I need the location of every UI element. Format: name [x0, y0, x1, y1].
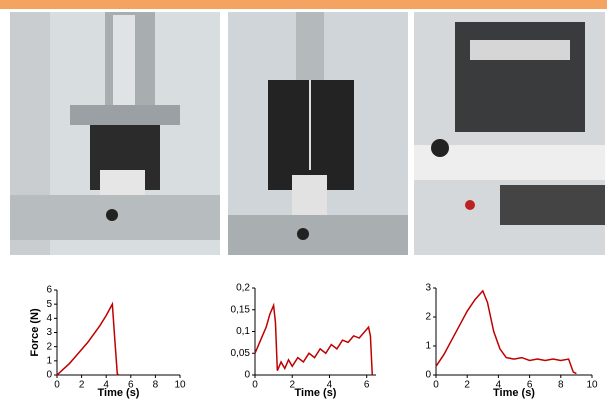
photo-left: [10, 12, 220, 255]
y-tick-label: 0: [46, 370, 52, 381]
x-axis-label: Time (s): [295, 387, 337, 399]
x-tick-label: 10: [586, 380, 598, 391]
y-tick-label: 3: [46, 327, 52, 338]
y-tick-label: 5: [46, 299, 52, 310]
photo-right: [414, 12, 605, 255]
x-tick-label: 6: [364, 380, 370, 391]
y-tick-label: 0,2: [236, 283, 250, 294]
photo-middle: [228, 12, 408, 255]
y-tick-label: 2: [425, 312, 431, 323]
x-tick-label: 8: [558, 380, 564, 391]
data-line: [255, 305, 372, 375]
y-tick-label: 1: [425, 341, 431, 352]
x-tick-label: 2: [79, 380, 85, 391]
y-tick-label: 0: [425, 370, 431, 381]
x-tick-label: 8: [153, 380, 159, 391]
y-tick-label: 6: [46, 285, 52, 296]
y-tick-label: 0,1: [236, 326, 250, 337]
data-line: [57, 304, 119, 375]
y-tick-label: 2: [46, 341, 52, 352]
figure: 01234560246810Time (s)Force (N)00,050,10…: [0, 0, 607, 401]
x-axis-label: Time (s): [493, 387, 535, 399]
y-tick-label: 4: [46, 313, 52, 324]
x-tick-label: 2: [464, 380, 470, 391]
top-band: [0, 0, 607, 9]
y-axis-label: Force (N): [29, 308, 41, 357]
x-tick-label: 0: [433, 380, 439, 391]
y-tick-label: 0,05: [231, 348, 251, 359]
y-tick-label: 1: [46, 355, 52, 366]
y-tick-label: 0,15: [231, 304, 251, 315]
x-tick-label: 0: [252, 380, 258, 391]
x-axis-label: Time (s): [98, 387, 140, 399]
y-tick-label: 3: [425, 283, 431, 294]
x-tick-label: 10: [174, 380, 186, 391]
data-line: [436, 291, 576, 374]
y-tick-label: 0: [244, 370, 250, 381]
x-tick-label: 0: [54, 380, 60, 391]
